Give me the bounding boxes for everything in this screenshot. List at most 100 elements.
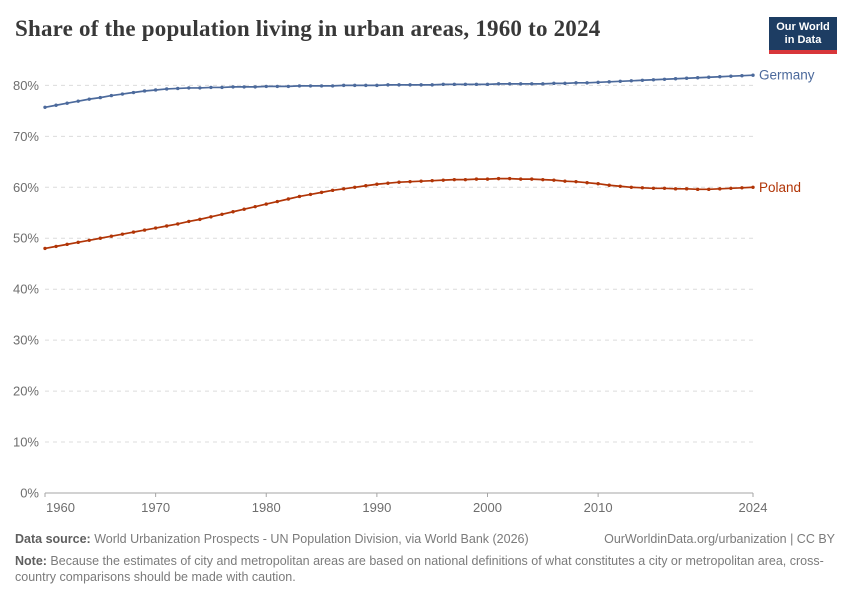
data-point-germany-1984[interactable] [308,84,313,88]
data-point-germany-2004[interactable] [530,82,534,86]
data-point-poland-1963[interactable] [76,240,80,245]
data-point-poland-1971[interactable] [164,224,169,228]
data-point-poland-1964[interactable] [87,238,91,242]
data-point-poland-2024[interactable] [751,185,755,189]
data-point-germany-1993[interactable] [408,83,412,87]
data-point-poland-2015[interactable] [651,186,656,191]
data-point-germany-2021[interactable] [718,75,722,79]
data-point-germany-1973[interactable] [187,86,191,90]
data-point-poland-1977[interactable] [231,210,235,214]
data-point-poland-2001[interactable] [496,176,501,181]
data-point-poland-1997[interactable] [452,177,457,182]
data-point-germany-2023[interactable] [740,74,744,78]
data-point-poland-2009[interactable] [585,181,589,185]
data-point-germany-2010[interactable] [596,80,600,85]
data-point-germany-2000[interactable] [485,82,490,87]
data-point-germany-1965[interactable] [98,95,103,100]
data-point-germany-2006[interactable] [552,81,556,86]
data-point-poland-2013[interactable] [629,185,634,189]
data-point-germany-2007[interactable] [563,81,567,86]
data-point-poland-1984[interactable] [308,192,313,197]
data-point-germany-2008[interactable] [574,81,578,85]
data-point-poland-1993[interactable] [408,179,412,184]
data-point-poland-2006[interactable] [552,178,556,182]
data-point-germany-1969[interactable] [142,89,147,93]
data-point-poland-2012[interactable] [618,184,622,188]
data-point-poland-1961[interactable] [54,244,58,249]
data-point-germany-1982[interactable] [286,84,291,89]
data-point-poland-1988[interactable] [353,185,357,189]
data-point-germany-1991[interactable] [386,83,390,87]
data-point-germany-1963[interactable] [76,99,80,103]
data-point-germany-1960[interactable] [43,105,47,109]
data-point-poland-2008[interactable] [574,179,578,184]
data-point-germany-2020[interactable] [707,75,711,79]
data-point-germany-1995[interactable] [430,83,434,87]
data-point-poland-1974[interactable] [198,217,202,222]
data-point-poland-1968[interactable] [131,230,136,234]
data-point-poland-2010[interactable] [596,182,600,186]
data-point-germany-2018[interactable] [684,76,689,80]
series-line-germany[interactable] [44,74,754,109]
data-point-poland-2017[interactable] [673,187,678,191]
data-point-germany-1986[interactable] [330,84,335,88]
data-point-germany-1998[interactable] [463,82,468,87]
data-point-poland-1973[interactable] [187,219,191,224]
data-point-poland-1989[interactable] [364,184,368,188]
data-point-poland-1972[interactable] [176,222,180,226]
data-point-germany-1976[interactable] [220,85,224,90]
owid-logo[interactable]: Our World in Data [769,17,837,54]
data-point-poland-2005[interactable] [541,177,545,182]
data-point-poland-1976[interactable] [220,212,224,216]
data-point-poland-1978[interactable] [242,207,246,211]
attribution-link[interactable]: OurWorldinData.org/urbanization | CC BY [604,532,835,546]
data-point-poland-1981[interactable] [275,199,280,204]
data-point-poland-1991[interactable] [386,181,390,185]
data-point-germany-1966[interactable] [109,93,114,98]
data-point-poland-2020[interactable] [707,187,711,192]
data-point-germany-1978[interactable] [242,85,246,89]
data-point-germany-1977[interactable] [231,85,235,89]
data-point-germany-1988[interactable] [353,83,357,88]
data-point-germany-2014[interactable] [640,78,645,82]
data-point-germany-1970[interactable] [153,88,158,92]
data-point-poland-2000[interactable] [485,177,490,181]
data-point-germany-2009[interactable] [585,81,589,85]
data-point-germany-1968[interactable] [131,90,136,95]
data-point-germany-1992[interactable] [397,83,401,87]
data-point-germany-1967[interactable] [120,92,125,96]
data-point-germany-2003[interactable] [518,82,523,86]
data-point-germany-1981[interactable] [275,84,280,89]
data-point-poland-1999[interactable] [474,177,479,181]
data-point-germany-2022[interactable] [729,74,733,78]
data-point-germany-1989[interactable] [364,83,368,88]
data-point-germany-1961[interactable] [54,103,58,107]
data-point-poland-1995[interactable] [430,178,434,183]
data-point-poland-1994[interactable] [419,179,423,183]
data-point-germany-2013[interactable] [629,79,634,83]
data-point-germany-1980[interactable] [264,84,268,89]
data-point-germany-2001[interactable] [496,82,501,86]
data-point-poland-1965[interactable] [98,236,103,240]
data-point-germany-2011[interactable] [607,80,611,84]
data-point-germany-1999[interactable] [474,82,479,87]
data-point-poland-1962[interactable] [65,242,69,247]
data-point-poland-2003[interactable] [518,177,523,181]
data-point-poland-1966[interactable] [109,234,114,238]
data-point-germany-1996[interactable] [441,82,445,87]
data-point-poland-2007[interactable] [563,179,567,183]
data-point-germany-1972[interactable] [176,86,180,91]
data-point-germany-1979[interactable] [253,85,257,89]
data-point-germany-1975[interactable] [209,85,213,90]
data-point-germany-1985[interactable] [319,84,324,88]
data-point-poland-2011[interactable] [607,183,611,187]
data-point-poland-1998[interactable] [463,177,468,182]
data-point-poland-1992[interactable] [397,180,401,184]
data-point-germany-2016[interactable] [662,77,667,81]
data-point-germany-2002[interactable] [507,82,512,86]
series-label-germany[interactable]: Germany [759,68,815,83]
data-point-poland-1982[interactable] [286,197,291,201]
data-point-germany-1971[interactable] [164,87,169,91]
data-point-poland-1980[interactable] [264,202,268,206]
data-point-germany-1990[interactable] [375,83,379,88]
